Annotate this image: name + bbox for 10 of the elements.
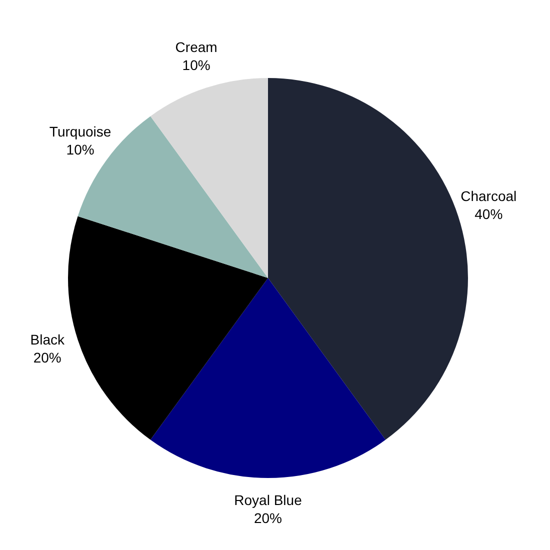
slice-label: Charcoal [460, 188, 517, 204]
data-label: 10% [182, 57, 210, 74]
slice-label: Cream [175, 39, 218, 56]
data-label: 10% [66, 141, 94, 158]
data-label: 20% [33, 350, 62, 366]
data-label: 40% [474, 206, 503, 222]
slice-label: Royal Blue [234, 492, 302, 508]
slice-label: Turquoise [49, 123, 112, 140]
data-label: 20% [254, 510, 282, 526]
slice-label: Black [30, 332, 66, 348]
